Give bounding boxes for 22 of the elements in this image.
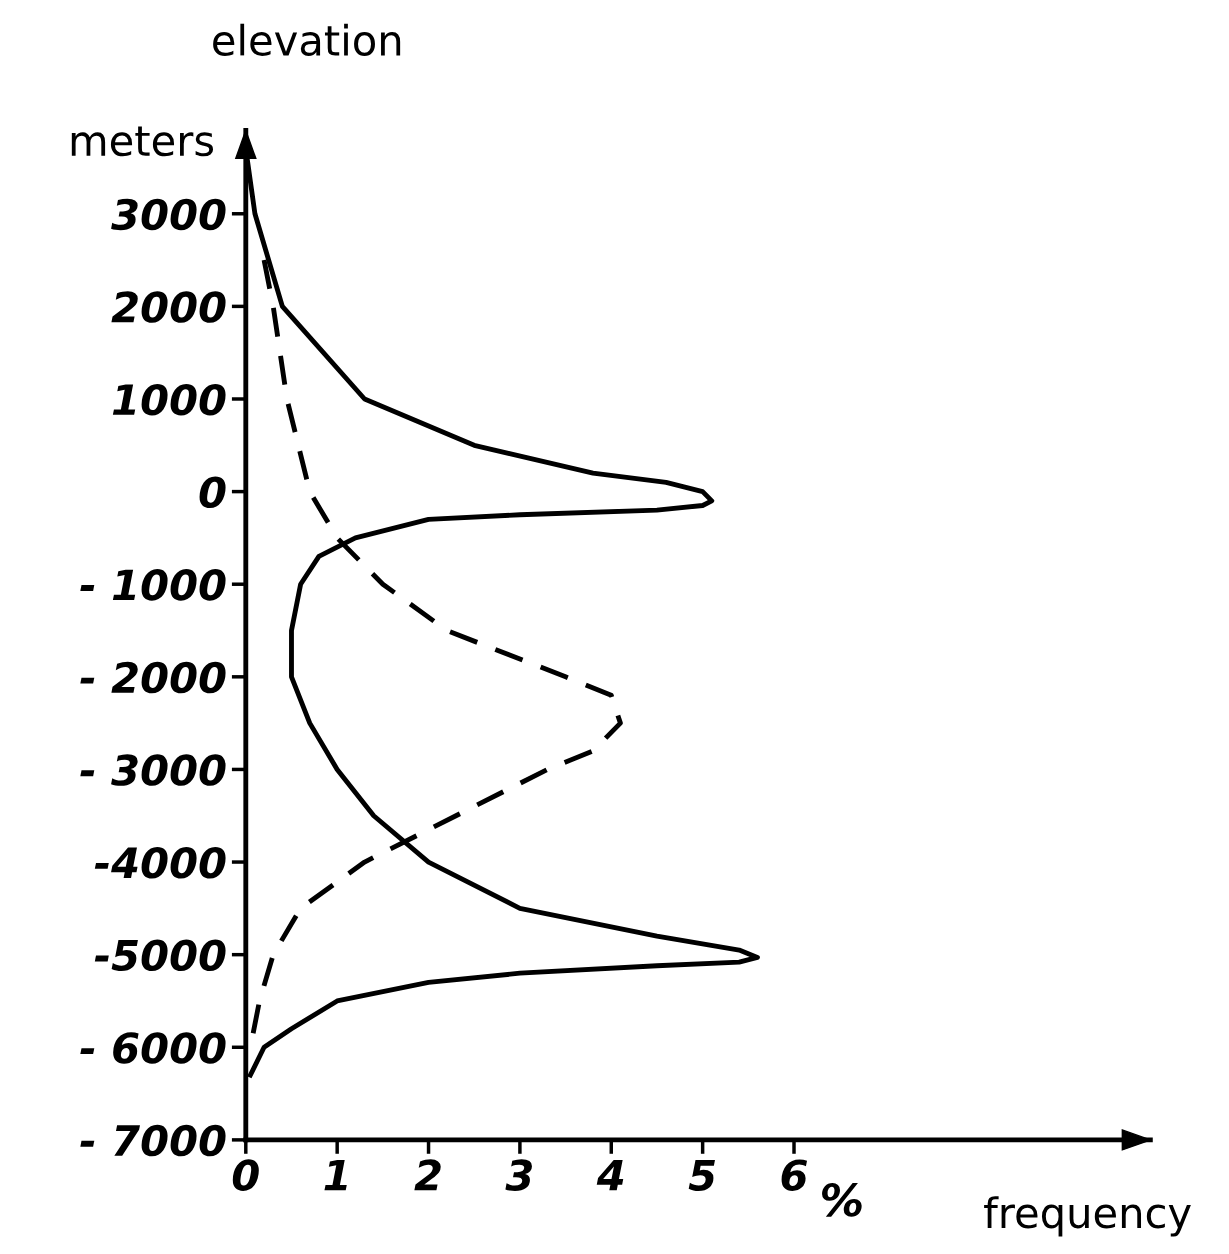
chart-title: elevation xyxy=(213,23,401,56)
y-tick-label: 3000 xyxy=(111,198,226,231)
y-tick-label: 2000 xyxy=(111,291,226,323)
x-tick-label: 3 xyxy=(505,1159,532,1191)
x-tick-label: 1 xyxy=(324,1159,347,1191)
y-tick-label: - 7000 xyxy=(80,1124,226,1157)
y-tick-label: - 2000 xyxy=(80,661,226,694)
y-tick-label: 1000 xyxy=(112,383,226,416)
y-tick-label: - 6000 xyxy=(80,1032,226,1064)
x-tick-label: 6 xyxy=(781,1159,808,1191)
x-axis-title: frequency xyxy=(984,1196,1191,1237)
y-tick-label: -4000 xyxy=(94,846,226,879)
x-tick-label: 5 xyxy=(688,1159,715,1191)
x-tick-label: 0 xyxy=(232,1159,259,1191)
y-tick-label: -5000 xyxy=(94,939,226,972)
x-tick-label: 2 xyxy=(414,1159,441,1191)
y-tick-label: - 3000 xyxy=(80,754,226,786)
text: % xyxy=(822,1183,862,1217)
y-axis-title: meters xyxy=(71,126,214,157)
y-tick-label: 0 xyxy=(199,476,226,509)
y-tick-label: - 1000 xyxy=(80,569,226,601)
x-tick-label: 4 xyxy=(596,1159,624,1191)
